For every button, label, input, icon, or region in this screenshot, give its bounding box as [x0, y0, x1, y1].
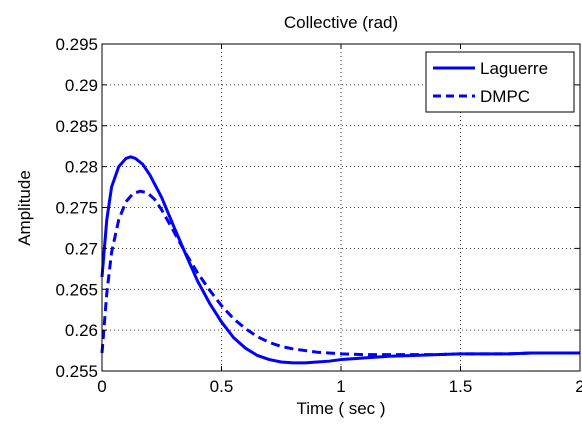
- y-tick-label: 0.28: [65, 158, 98, 177]
- y-axis-label: Amplitude: [15, 170, 34, 246]
- y-tick-label: 0.29: [65, 76, 98, 95]
- y-tick-label: 0.285: [55, 117, 98, 136]
- y-tick-label: 0.255: [55, 362, 98, 381]
- x-tick-label: 0.5: [210, 377, 234, 396]
- legend: Laguerre DMPC: [425, 51, 575, 113]
- y-tick-label: 0.275: [55, 199, 98, 218]
- x-tick-label: 0: [97, 377, 106, 396]
- x-tick-label: 2: [575, 377, 582, 396]
- axis-ticks: 0 0.5 1 1.5 2 0.255 0.26 0.265 0.27 0.275 0.28 0.28…: [55, 35, 582, 396]
- legend-label-laguerre: Laguerre: [480, 59, 548, 78]
- x-tick-label: 1.5: [449, 377, 473, 396]
- y-tick-label: 0.295: [55, 35, 98, 54]
- x-tick-label: 1: [336, 377, 345, 396]
- legend-label-dmpc: DMPC: [480, 87, 530, 106]
- x-axis-label: Time ( sec ): [296, 399, 385, 418]
- grid-lines: [102, 44, 580, 371]
- y-tick-label: 0.26: [65, 321, 98, 340]
- series-line-dmpc: [100, 189, 580, 357]
- y-tick-label: 0.265: [55, 280, 98, 299]
- chart-title: Collective (rad): [284, 13, 398, 32]
- legend-box: [425, 51, 575, 113]
- y-tick-label: 0.27: [65, 239, 98, 258]
- series-layer: [100, 155, 580, 365]
